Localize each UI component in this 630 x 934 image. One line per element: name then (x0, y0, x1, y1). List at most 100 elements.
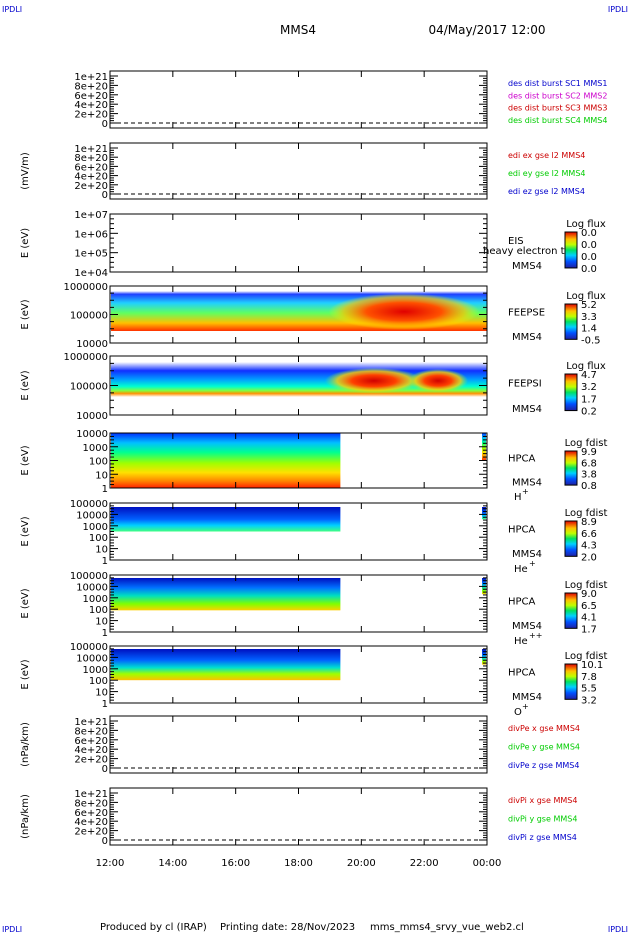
y-tick-label: 0 (102, 119, 108, 130)
frame-des-dist (109, 70, 488, 129)
species-charge: ++ (529, 631, 542, 640)
spectrogram-hpca-he (111, 507, 341, 532)
spacecraft-label: MMS4 (512, 261, 542, 272)
legend-entry: divPi z gse MMS4 (508, 833, 577, 842)
y-tick-label: 1000 (83, 522, 108, 533)
x-axis: 12:00 14:00 16:00 18:00 20:00 22:00 00:00 (96, 858, 502, 869)
y-tick-label: 10000 (76, 429, 108, 440)
frame-divpe (109, 715, 488, 774)
y-tick-label: 1000000 (63, 282, 108, 293)
colorbar-value: -0.5 (581, 335, 601, 346)
colorbar-value: 4.7 (581, 370, 597, 381)
instrument-label: EIS (508, 236, 524, 247)
spacecraft-label: MMS4 (512, 404, 542, 415)
y-tick-label: 8e+20 (74, 726, 108, 737)
colorbar (564, 520, 578, 557)
footer-printing-date: Printing date: 28/Nov/2023 (220, 922, 355, 933)
y-tick-label: 1e+04 (74, 268, 108, 279)
y-axis-label: E (eV) (20, 659, 31, 689)
y-tick-label: 10000 (76, 653, 108, 664)
legend-entry: edi ez gse l2 MMS4 (508, 187, 585, 196)
colorbar-value: 4.1 (581, 613, 597, 624)
y-axis-label: E (eV) (20, 588, 31, 618)
y-tick-label: 4e+20 (74, 100, 108, 111)
y-tick-label: 100000 (70, 642, 108, 653)
y-tick-label: 10000 (76, 510, 108, 521)
y-tick-label: 1000 (83, 443, 108, 454)
y-tick-label: 8e+20 (74, 81, 108, 92)
colorbar-value: 6.5 (581, 601, 597, 612)
y-tick-label: 0 (102, 190, 108, 201)
frame-divpi (109, 787, 488, 846)
colorbar-value: 3.2 (581, 695, 597, 706)
corner-mark-top-right: IPDLI (608, 5, 628, 14)
colorbar-title: Log fdist (565, 580, 608, 591)
colorbar-value: 3.8 (581, 470, 597, 481)
instrument-label: FEEPSE (508, 308, 545, 319)
species-label: O (514, 707, 522, 718)
colorbar (564, 592, 578, 629)
y-axis-label: (nPa/km) (20, 794, 31, 839)
y-tick-label: 6e+20 (74, 162, 108, 173)
colorbar-value: 0.0 (581, 264, 597, 275)
y-axis-label: E (eV) (20, 516, 31, 546)
y-axis-label: E (eV) (20, 228, 31, 258)
legend-entry: edi ex gse l2 MMS4 (508, 151, 585, 160)
y-tick-label: 100000 (70, 382, 108, 393)
colorbar (564, 303, 578, 340)
frame-eis (109, 213, 488, 273)
y-tick-label: 1e+21 (74, 789, 108, 800)
legend-entry: divPe y gse MMS4 (508, 743, 580, 752)
y-tick-label: 0 (102, 836, 108, 847)
colorbar-title: Log fdist (565, 651, 608, 662)
y-tick-label: 10000 (76, 339, 108, 350)
spacecraft-label: MMS4 (512, 332, 542, 343)
colorbar-value: 3.3 (581, 312, 597, 323)
x-tick-label: 00:00 (473, 858, 502, 869)
colorbar-value: 9.9 (581, 447, 597, 458)
y-tick-label: 1 (102, 556, 108, 567)
legend-entry: divPi y gse MMS4 (508, 815, 577, 824)
y-tick-label: 8e+20 (74, 798, 108, 809)
x-tick-label: 16:00 (221, 858, 250, 869)
colorbar-value: 1.7 (581, 394, 597, 405)
y-tick-label: 2e+20 (74, 110, 108, 121)
y-tick-label: 4e+20 (74, 172, 108, 183)
y-tick-label: 100 (89, 676, 108, 687)
spacecraft-label: MMS4 (512, 621, 542, 632)
spacecraft-label: MMS4 (512, 477, 542, 488)
y-axis-label: (nPa/km) (20, 722, 31, 767)
y-tick-label: 100000 (70, 499, 108, 510)
y-tick-label: 1000000 (63, 352, 108, 363)
footer-produced: Produced by cl (IRAP) (100, 922, 207, 933)
y-tick-label: 2e+20 (74, 827, 108, 838)
panel-feepsi: 1000000 100000 10000 E (eV) FEEPSI MMS4 Log fl… (20, 352, 606, 422)
colorbar-value: 6.6 (581, 529, 597, 540)
y-tick-label: 10000 (76, 411, 108, 422)
y-tick-label: 10000 (76, 582, 108, 593)
colorbar-value: 0.2 (581, 407, 597, 418)
x-tick-label: 22:00 (410, 858, 439, 869)
legend-entry: des dist burst SC2 MMS2 (508, 91, 607, 100)
instrument-label: HPCA (508, 668, 536, 679)
instrument-label: HPCA (508, 454, 536, 465)
colorbar-value: 7.8 (581, 672, 597, 683)
spacecraft-title: MMS4 (280, 23, 316, 37)
y-tick-label: 1000 (83, 594, 108, 605)
legend-entry: divPe z gse MMS4 (508, 761, 579, 770)
colorbar-value: 5.2 (581, 300, 597, 311)
colorbar-value: 4.3 (581, 541, 597, 552)
colorbar-value: 5.5 (581, 684, 597, 695)
corner-mark-bottom-left: IPDLI (2, 925, 22, 934)
legend-entry: divPe x gse MMS4 (508, 724, 580, 733)
colorbar-title: Log flux (566, 219, 606, 230)
colorbar-value: 6.8 (581, 458, 597, 469)
spectrogram-hpca-h (111, 433, 341, 488)
y-tick-label: 6e+20 (74, 736, 108, 747)
